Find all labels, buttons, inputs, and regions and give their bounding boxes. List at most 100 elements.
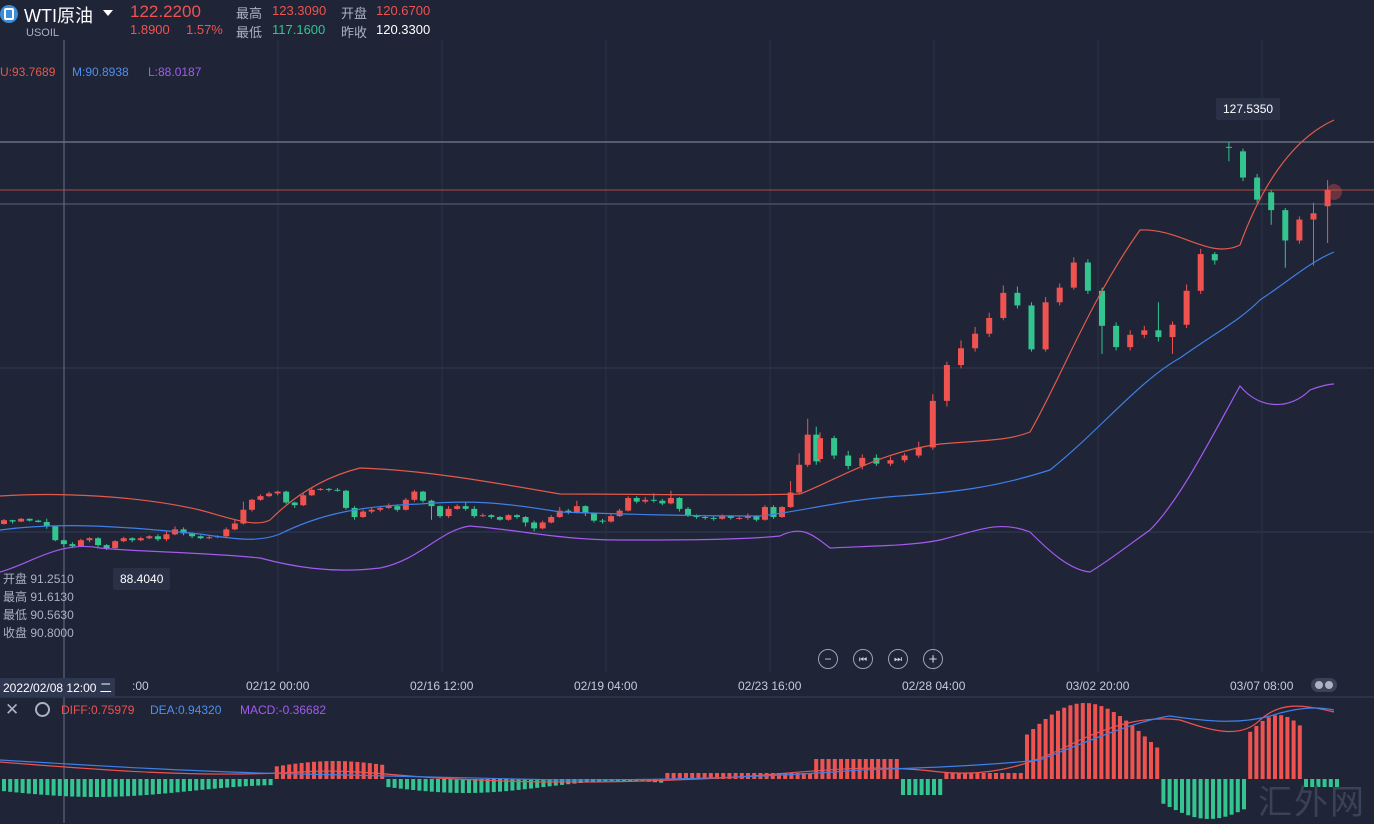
macd-bar-24 bbox=[150, 779, 155, 795]
macd-bar-26 bbox=[163, 779, 168, 794]
x-axis-tick-1: 02/12 00:00 bbox=[246, 679, 310, 693]
symbol-name[interactable]: WTI原油 bbox=[24, 6, 93, 26]
candle-body-88 bbox=[753, 516, 760, 520]
macd-bar-130 bbox=[808, 773, 812, 779]
macd-bar-62 bbox=[386, 779, 391, 788]
macd-bar-180 bbox=[1118, 716, 1122, 779]
macd-bar-164 bbox=[1018, 773, 1023, 779]
x-axis-tick-5: 02/28 04:00 bbox=[902, 679, 966, 693]
candle-body-92 bbox=[787, 492, 794, 508]
macd-bar-193 bbox=[1198, 779, 1203, 819]
scroll-first-button[interactable]: ⏮ bbox=[853, 649, 873, 669]
candle-body-34 bbox=[291, 502, 298, 506]
macd-bar-28 bbox=[175, 779, 180, 793]
macd-bar-155 bbox=[963, 773, 967, 779]
candle-body-18 bbox=[154, 536, 161, 540]
macd-bar-169 bbox=[1049, 714, 1054, 779]
macd-bar-93 bbox=[578, 779, 583, 783]
symbol-dropdown-icon[interactable] bbox=[103, 10, 113, 16]
macd-bar-13 bbox=[82, 779, 87, 797]
x-axis-tick-3: 02/19 04:00 bbox=[574, 679, 638, 693]
candle-body-5 bbox=[43, 521, 50, 527]
zoom-out-button[interactable]: − bbox=[818, 649, 838, 669]
macd-bar-204 bbox=[1266, 717, 1271, 779]
macd-bar-178 bbox=[1105, 708, 1110, 779]
min-price-tag: 88.4040 bbox=[113, 568, 171, 590]
candle-body-124 bbox=[1211, 254, 1218, 261]
macd-bar-1 bbox=[8, 779, 13, 792]
candle-body-67 bbox=[573, 506, 580, 513]
macd-bar-65 bbox=[405, 779, 409, 790]
candle-body-125 bbox=[1225, 146, 1232, 148]
candle-body-78 bbox=[667, 497, 674, 504]
macd-bar-199 bbox=[1235, 779, 1240, 813]
zoom-in-button[interactable]: + bbox=[923, 649, 943, 669]
macd-bar-36 bbox=[225, 779, 230, 788]
candle-body-29 bbox=[248, 499, 255, 510]
candle-body-103 bbox=[915, 447, 922, 456]
macd-bar-3 bbox=[20, 779, 25, 794]
candle-body-19 bbox=[163, 534, 170, 540]
macd-bar-50 bbox=[312, 761, 316, 779]
macd-bar-94 bbox=[584, 779, 589, 783]
macd-value: MACD:-0.36682 bbox=[240, 703, 327, 717]
candle-body-4 bbox=[35, 520, 42, 522]
macd-bar-19 bbox=[119, 779, 124, 797]
macd-bar-115 bbox=[715, 773, 719, 779]
close-indicator-icon[interactable]: ✕ bbox=[5, 700, 20, 719]
macd-bar-126 bbox=[783, 773, 788, 779]
macd-bar-138 bbox=[857, 759, 862, 779]
candle-body-36 bbox=[308, 489, 315, 496]
candle-body-87 bbox=[744, 516, 751, 518]
macd-bar-73 bbox=[454, 779, 459, 793]
settings-icon[interactable] bbox=[35, 702, 50, 717]
macd-bar-25 bbox=[157, 779, 161, 795]
scroll-last-button[interactable]: ⏭ bbox=[888, 649, 908, 669]
candle-body-49 bbox=[419, 491, 426, 501]
macd-bar-110 bbox=[684, 773, 688, 779]
price-change-pct: 1.57% bbox=[186, 22, 223, 37]
macd-bar-177 bbox=[1099, 706, 1104, 779]
macd-bar-12 bbox=[76, 779, 81, 797]
macd-bar-52 bbox=[324, 761, 329, 779]
candle-body-17 bbox=[146, 536, 153, 539]
macd-bar-23 bbox=[144, 779, 149, 796]
candle-body-11 bbox=[95, 538, 102, 546]
candle-body-126 bbox=[1240, 151, 1246, 178]
candle-body-77 bbox=[659, 500, 666, 504]
boll-lower-line bbox=[0, 383, 1335, 573]
candle-body-21 bbox=[180, 529, 187, 534]
macd-bar-112 bbox=[696, 773, 701, 779]
candle-body-120 bbox=[1155, 330, 1162, 338]
candle-body-42 bbox=[360, 511, 367, 518]
macd-bar-107 bbox=[665, 773, 670, 779]
macd-bar-5 bbox=[33, 779, 37, 795]
macd-bar-74 bbox=[460, 779, 465, 793]
macd-bar-66 bbox=[411, 779, 416, 791]
macd-bar-58 bbox=[361, 762, 366, 779]
macd-bar-79 bbox=[491, 779, 496, 793]
symbol-logo-icon bbox=[0, 5, 18, 23]
macd-bar-114 bbox=[708, 773, 713, 779]
macd-dea-line bbox=[0, 707, 1335, 781]
candle-body-39 bbox=[334, 489, 341, 491]
macd-bar-20 bbox=[126, 779, 130, 797]
macd-bar-168 bbox=[1043, 718, 1048, 779]
macd-bar-108 bbox=[671, 773, 676, 779]
indicator-toggle[interactable] bbox=[1311, 678, 1337, 692]
macd-bar-195 bbox=[1211, 779, 1215, 819]
candle-body-110 bbox=[1014, 292, 1021, 306]
macd-bar-56 bbox=[349, 761, 354, 779]
candle-body-90 bbox=[770, 507, 777, 518]
macd-bar-22 bbox=[138, 779, 143, 796]
macd-bar-154 bbox=[956, 773, 961, 779]
macd-bar-116 bbox=[721, 773, 726, 779]
macd-bar-131 bbox=[814, 759, 819, 779]
candle-body-99 bbox=[859, 457, 866, 466]
candle-body-123 bbox=[1197, 254, 1204, 291]
crosshair-low: 最低 90.5630 bbox=[3, 608, 74, 622]
candle-body-79 bbox=[676, 497, 683, 509]
macd-bar-212 bbox=[1316, 779, 1321, 787]
boll-middle-line bbox=[0, 251, 1335, 540]
